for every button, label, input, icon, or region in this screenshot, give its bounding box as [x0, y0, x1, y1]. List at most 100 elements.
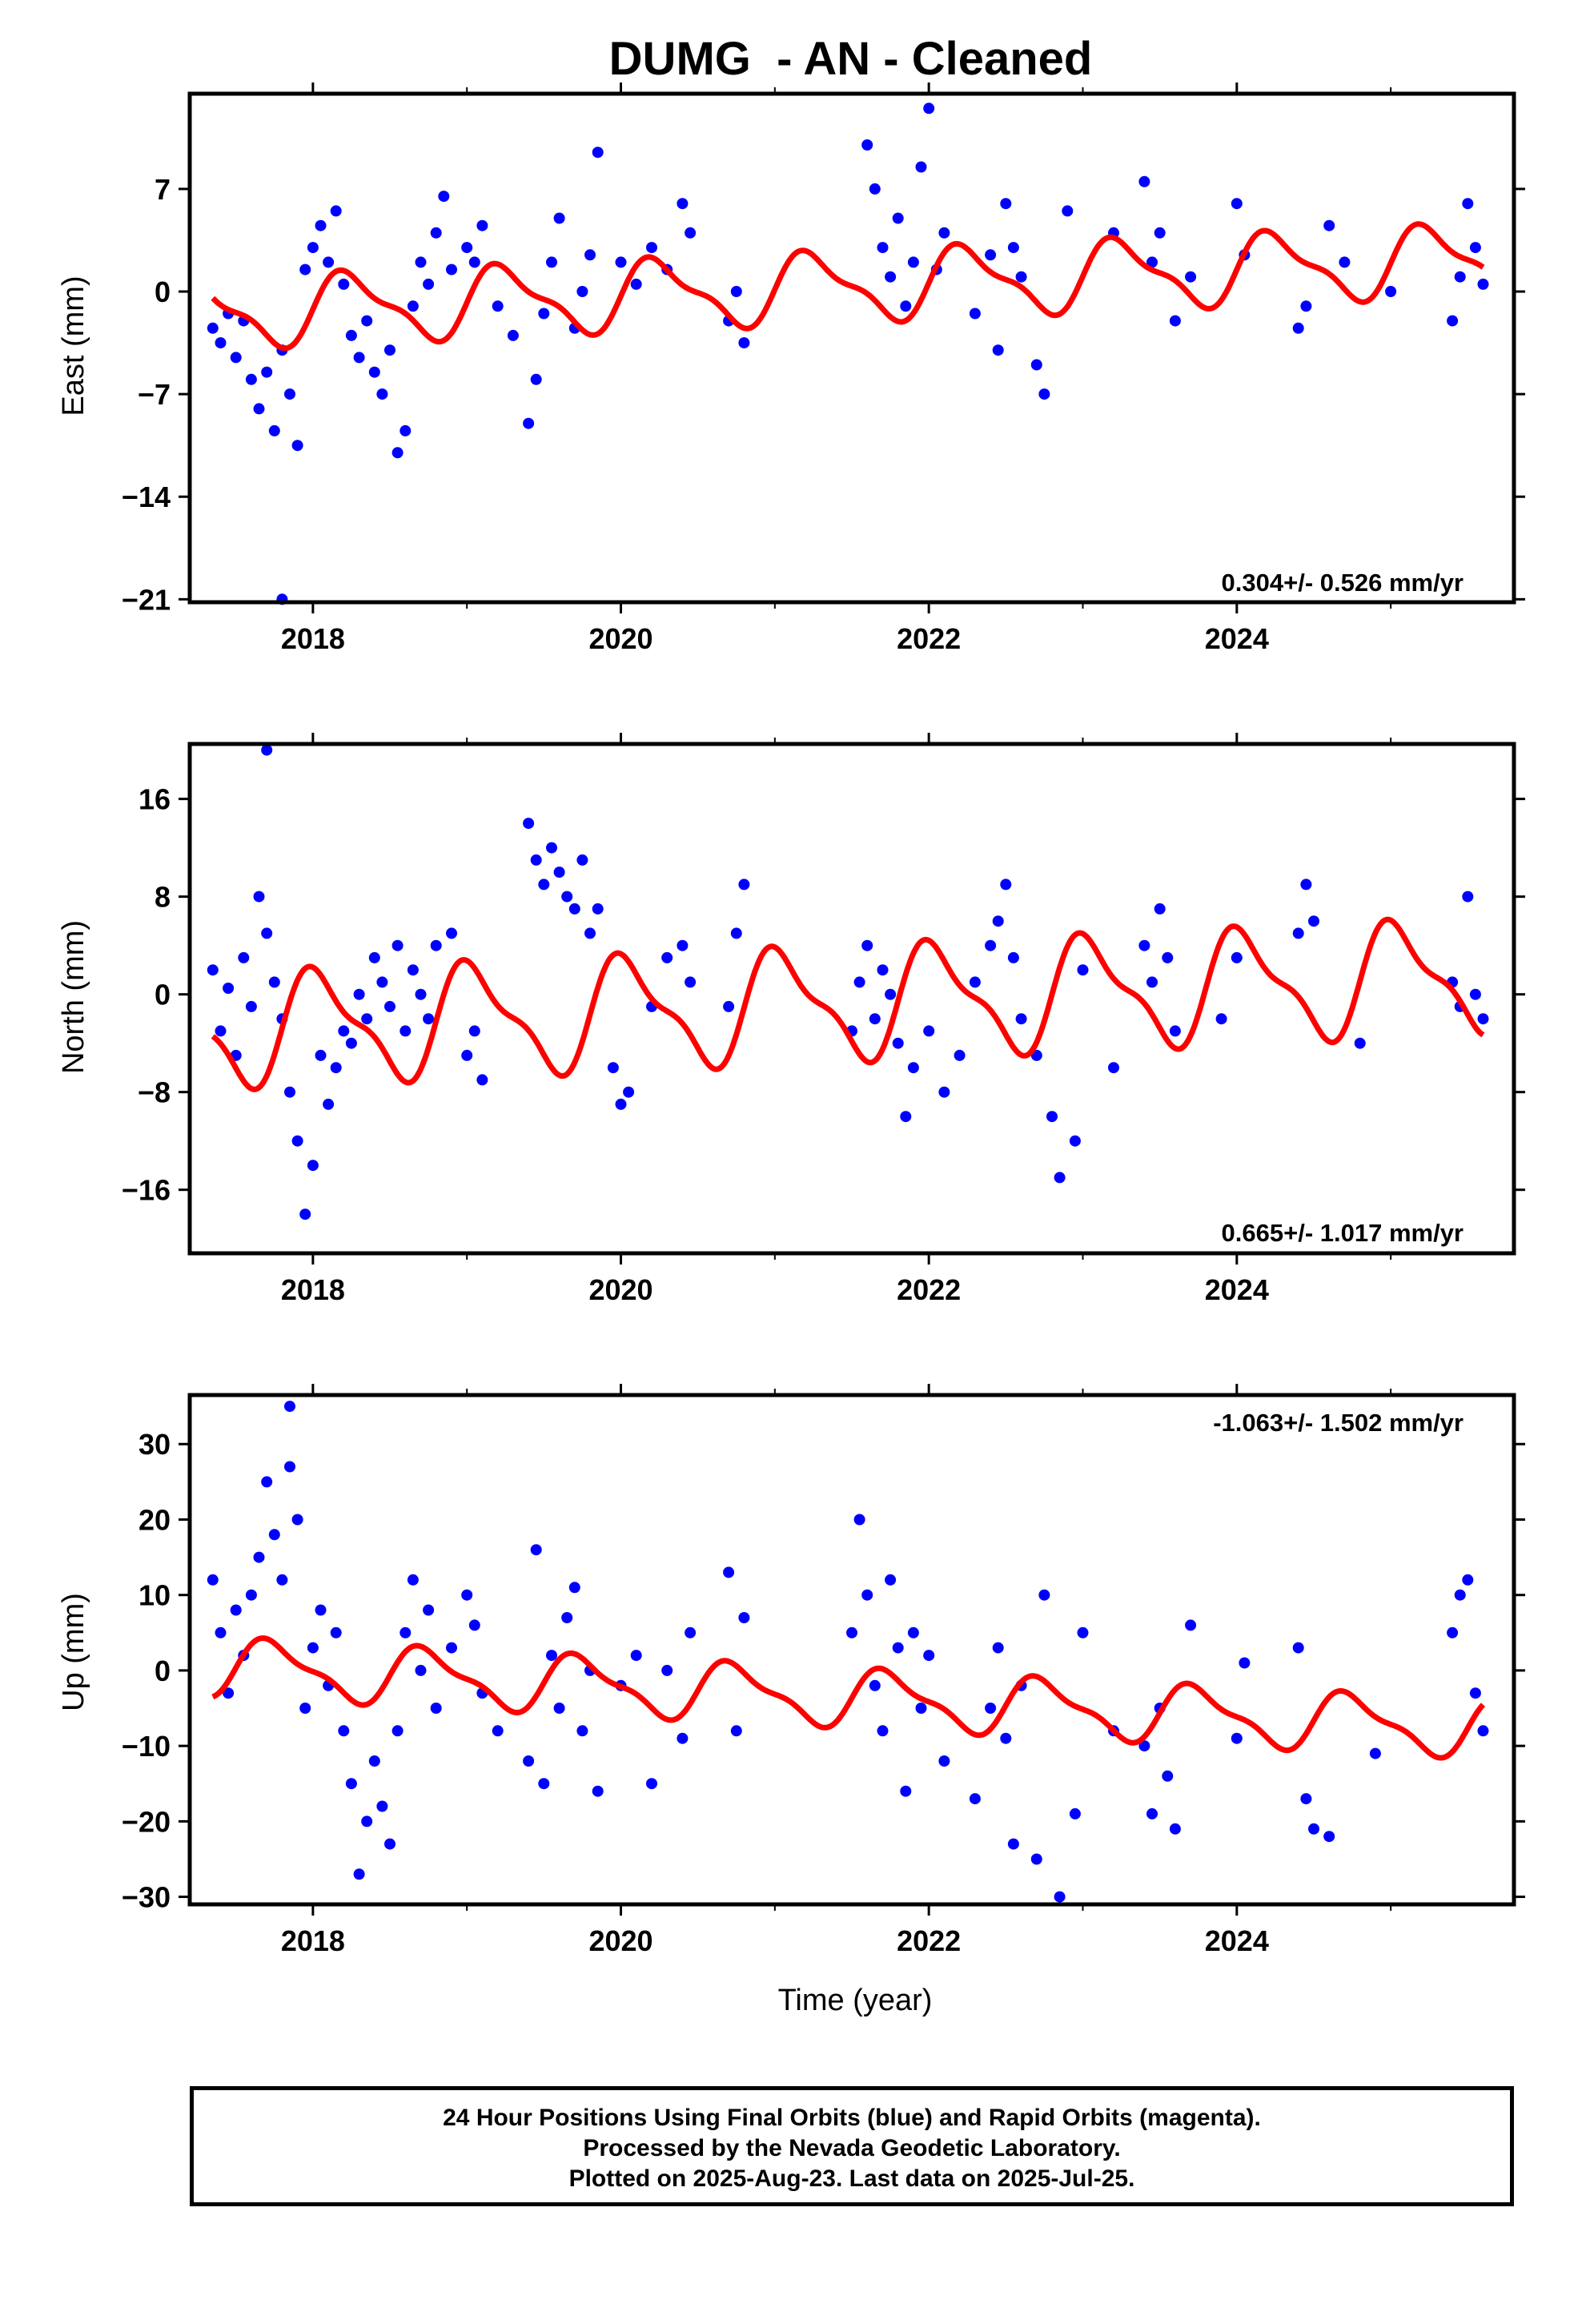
- data-point: [623, 1086, 635, 1098]
- data-point: [1162, 1770, 1174, 1782]
- data-point: [207, 964, 219, 976]
- data-point: [1308, 915, 1319, 927]
- data-point: [892, 1037, 904, 1049]
- x-tick-label: 2018: [281, 1924, 345, 1957]
- data-point: [646, 1778, 657, 1790]
- data-point: [1447, 315, 1459, 327]
- data-point: [423, 278, 435, 290]
- y-tick-label: −30: [122, 1881, 171, 1914]
- x-tick-label: 2018: [281, 622, 345, 655]
- data-point: [1000, 1732, 1012, 1744]
- data-point: [245, 1000, 257, 1012]
- y-tick-label: 0: [155, 979, 171, 1011]
- data-point: [284, 388, 295, 400]
- data-point: [1292, 322, 1304, 334]
- east-y-axis-label: East (mm): [57, 275, 90, 416]
- data-point: [861, 1589, 873, 1601]
- data-point: [923, 1025, 935, 1037]
- data-point: [885, 1574, 897, 1586]
- data-point: [1000, 198, 1012, 210]
- data-point: [415, 256, 427, 268]
- data-point: [630, 1650, 642, 1662]
- data-point: [1007, 951, 1019, 963]
- data-point: [869, 1679, 881, 1691]
- x-tick-label: 2024: [1205, 1924, 1269, 1957]
- data-point: [276, 1574, 288, 1586]
- data-point: [685, 1626, 697, 1638]
- data-point: [1300, 1793, 1312, 1805]
- data-point: [907, 1062, 919, 1074]
- data-point: [1300, 300, 1312, 312]
- data-point: [307, 1160, 319, 1172]
- data-point: [430, 939, 442, 951]
- data-point: [1231, 198, 1243, 210]
- data-point: [1462, 891, 1474, 903]
- data-point: [723, 1566, 735, 1578]
- data-point: [384, 1838, 396, 1850]
- data-point: [376, 388, 388, 400]
- data-point: [1354, 1037, 1366, 1049]
- data-point: [1323, 1831, 1335, 1843]
- data-point: [546, 842, 557, 854]
- x-tick-label: 2020: [588, 622, 652, 655]
- data-point: [253, 891, 265, 903]
- data-point: [423, 1013, 435, 1025]
- data-point: [900, 1111, 912, 1123]
- x-tick-label: 2024: [1205, 1273, 1269, 1306]
- data-point: [492, 300, 504, 312]
- data-point: [299, 1208, 311, 1220]
- data-point: [230, 352, 242, 364]
- data-point: [1308, 1823, 1319, 1835]
- data-point: [291, 440, 303, 452]
- north-y-axis-label: North (mm): [57, 920, 90, 1074]
- data-point: [253, 403, 265, 415]
- data-point: [853, 976, 865, 988]
- x-tick-label: 2024: [1205, 622, 1269, 655]
- data-point: [523, 417, 535, 429]
- data-point: [1185, 271, 1197, 283]
- data-point: [415, 988, 427, 1000]
- data-point: [476, 219, 488, 231]
- y-tick-label: −16: [122, 1174, 171, 1207]
- data-point: [985, 249, 997, 261]
- data-point: [384, 1000, 396, 1012]
- data-point: [307, 242, 319, 254]
- data-point: [900, 1785, 912, 1797]
- data-point: [1231, 1732, 1243, 1744]
- data-point: [407, 964, 419, 976]
- data-point: [1169, 1823, 1181, 1835]
- data-point: [284, 1401, 295, 1413]
- data-point: [507, 329, 519, 341]
- y-tick-label: 16: [139, 783, 171, 816]
- data-point: [877, 242, 889, 254]
- data-point: [938, 227, 950, 239]
- data-point: [368, 951, 380, 963]
- y-tick-label: 30: [139, 1428, 171, 1461]
- data-point: [1030, 1853, 1042, 1865]
- y-tick-label: −20: [122, 1805, 171, 1838]
- data-point: [677, 198, 689, 210]
- data-point: [538, 308, 550, 320]
- data-point: [584, 927, 596, 939]
- data-point: [584, 249, 596, 261]
- data-point: [446, 263, 457, 275]
- data-point: [1462, 1574, 1474, 1586]
- data-point: [861, 139, 873, 151]
- east-rate-label: 0.304+/- 0.526 mm/yr: [1222, 569, 1464, 597]
- data-point: [685, 227, 697, 239]
- footer-line-orbits: 24 Hour Positions Using Final Orbits (bl…: [443, 2105, 1261, 2131]
- data-point: [368, 366, 380, 378]
- y-tick-label: 7: [155, 173, 171, 206]
- data-point: [461, 1589, 473, 1601]
- data-point: [415, 1664, 427, 1676]
- y-tick-label: −21: [122, 583, 171, 616]
- data-point: [315, 1049, 327, 1061]
- data-point: [538, 879, 550, 891]
- y-tick-label: 0: [155, 1655, 171, 1687]
- data-point: [1477, 1013, 1489, 1025]
- up-plot-frame: [187, 1393, 1516, 1907]
- data-point: [885, 271, 897, 283]
- y-tick-label: 8: [155, 881, 171, 914]
- data-point: [1447, 1626, 1459, 1638]
